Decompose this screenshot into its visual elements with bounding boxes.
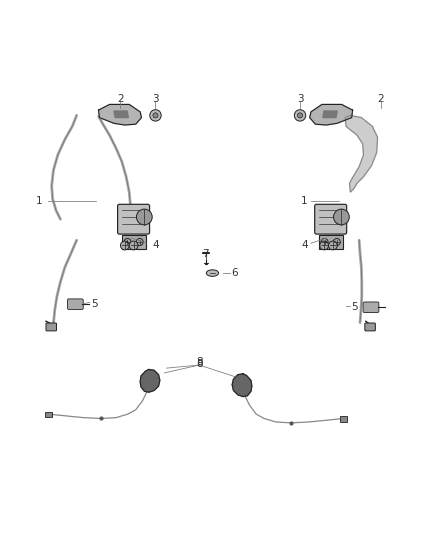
- Circle shape: [150, 110, 161, 121]
- Circle shape: [120, 241, 129, 250]
- Circle shape: [297, 113, 303, 118]
- Circle shape: [328, 241, 337, 250]
- Text: 8: 8: [196, 359, 203, 369]
- FancyBboxPatch shape: [46, 323, 57, 331]
- Polygon shape: [310, 104, 353, 125]
- Text: 6: 6: [231, 268, 238, 278]
- Circle shape: [321, 238, 328, 246]
- Text: 5: 5: [351, 302, 358, 312]
- Circle shape: [153, 113, 158, 118]
- Bar: [121, 235, 145, 249]
- Text: 5: 5: [91, 298, 98, 309]
- Circle shape: [320, 241, 328, 250]
- Polygon shape: [140, 369, 160, 392]
- Text: 3: 3: [152, 94, 159, 104]
- Circle shape: [137, 209, 152, 225]
- Bar: [319, 235, 343, 249]
- Text: 8: 8: [196, 357, 203, 367]
- Text: 4: 4: [301, 240, 308, 251]
- FancyBboxPatch shape: [314, 204, 347, 234]
- Circle shape: [124, 238, 131, 246]
- Polygon shape: [323, 111, 337, 118]
- FancyBboxPatch shape: [117, 204, 149, 234]
- Text: 2: 2: [378, 94, 385, 104]
- Text: 1: 1: [301, 196, 308, 206]
- Circle shape: [129, 241, 138, 250]
- Polygon shape: [114, 111, 128, 118]
- Bar: [45, 412, 52, 417]
- Polygon shape: [345, 115, 378, 192]
- Circle shape: [294, 110, 306, 121]
- Polygon shape: [232, 374, 252, 397]
- Text: 3: 3: [297, 94, 304, 104]
- FancyBboxPatch shape: [365, 323, 375, 331]
- Text: 4: 4: [152, 240, 159, 251]
- Text: 2: 2: [117, 94, 124, 104]
- Polygon shape: [99, 104, 141, 125]
- FancyBboxPatch shape: [363, 302, 379, 312]
- Circle shape: [333, 238, 340, 246]
- Text: 1: 1: [36, 196, 43, 206]
- Circle shape: [334, 209, 350, 225]
- Circle shape: [136, 238, 143, 246]
- Text: 7: 7: [202, 249, 209, 259]
- Bar: [340, 416, 347, 422]
- Ellipse shape: [206, 270, 219, 276]
- FancyBboxPatch shape: [67, 299, 83, 310]
